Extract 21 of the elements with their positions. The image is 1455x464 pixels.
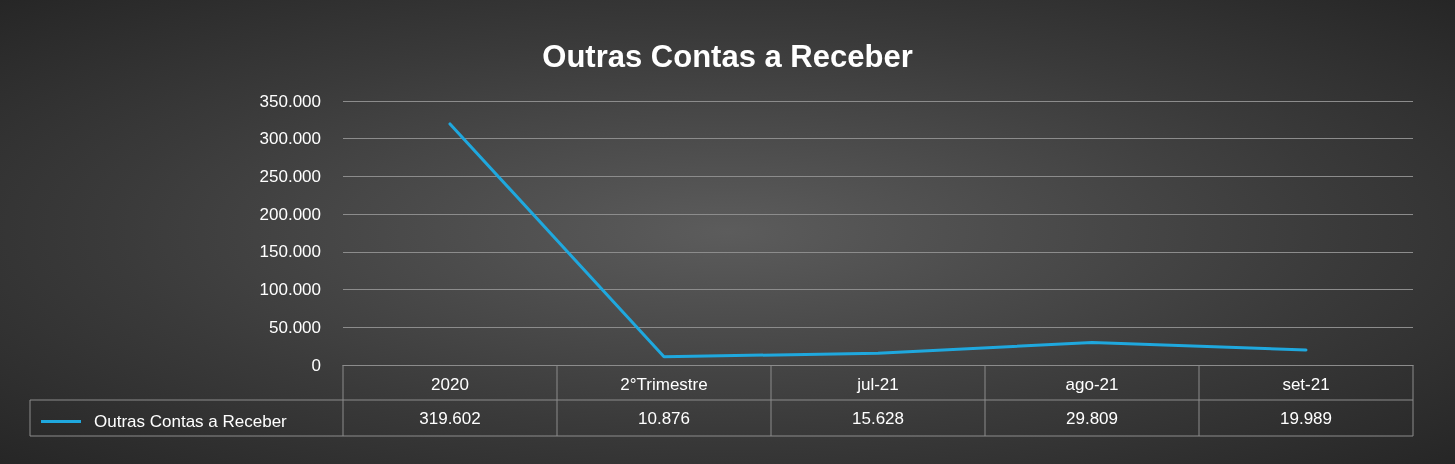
y-tick-label: 100.000 bbox=[259, 280, 321, 300]
data-label: 10.876 bbox=[638, 408, 690, 428]
data-label: 19.989 bbox=[1280, 408, 1332, 428]
y-tick-label: 250.000 bbox=[259, 166, 321, 186]
x-tick-label: ago-21 bbox=[1065, 375, 1119, 394]
y-tick-label: 350.000 bbox=[259, 91, 321, 111]
y-tick-label: 200.000 bbox=[259, 204, 321, 224]
y-tick-label: 300.000 bbox=[259, 129, 321, 149]
data-label: 319.602 bbox=[419, 408, 481, 428]
y-tick-label: 50.000 bbox=[269, 317, 321, 337]
legend-label: Outras Contas a Receber bbox=[94, 412, 288, 431]
x-tick-label: 2°Trimestre bbox=[620, 375, 708, 394]
x-tick-label: set-21 bbox=[1282, 375, 1330, 394]
x-tick-label: 2020 bbox=[431, 375, 469, 394]
y-tick-label: 150.000 bbox=[259, 242, 321, 262]
data-label: 29.809 bbox=[1066, 408, 1118, 428]
line-series bbox=[448, 122, 1308, 359]
x-tick-label: jul-21 bbox=[856, 375, 899, 394]
y-tick-label: 0 bbox=[311, 355, 321, 375]
data-label: 15.628 bbox=[852, 408, 904, 428]
chart-title: Outras Contas a Receber bbox=[542, 39, 913, 74]
